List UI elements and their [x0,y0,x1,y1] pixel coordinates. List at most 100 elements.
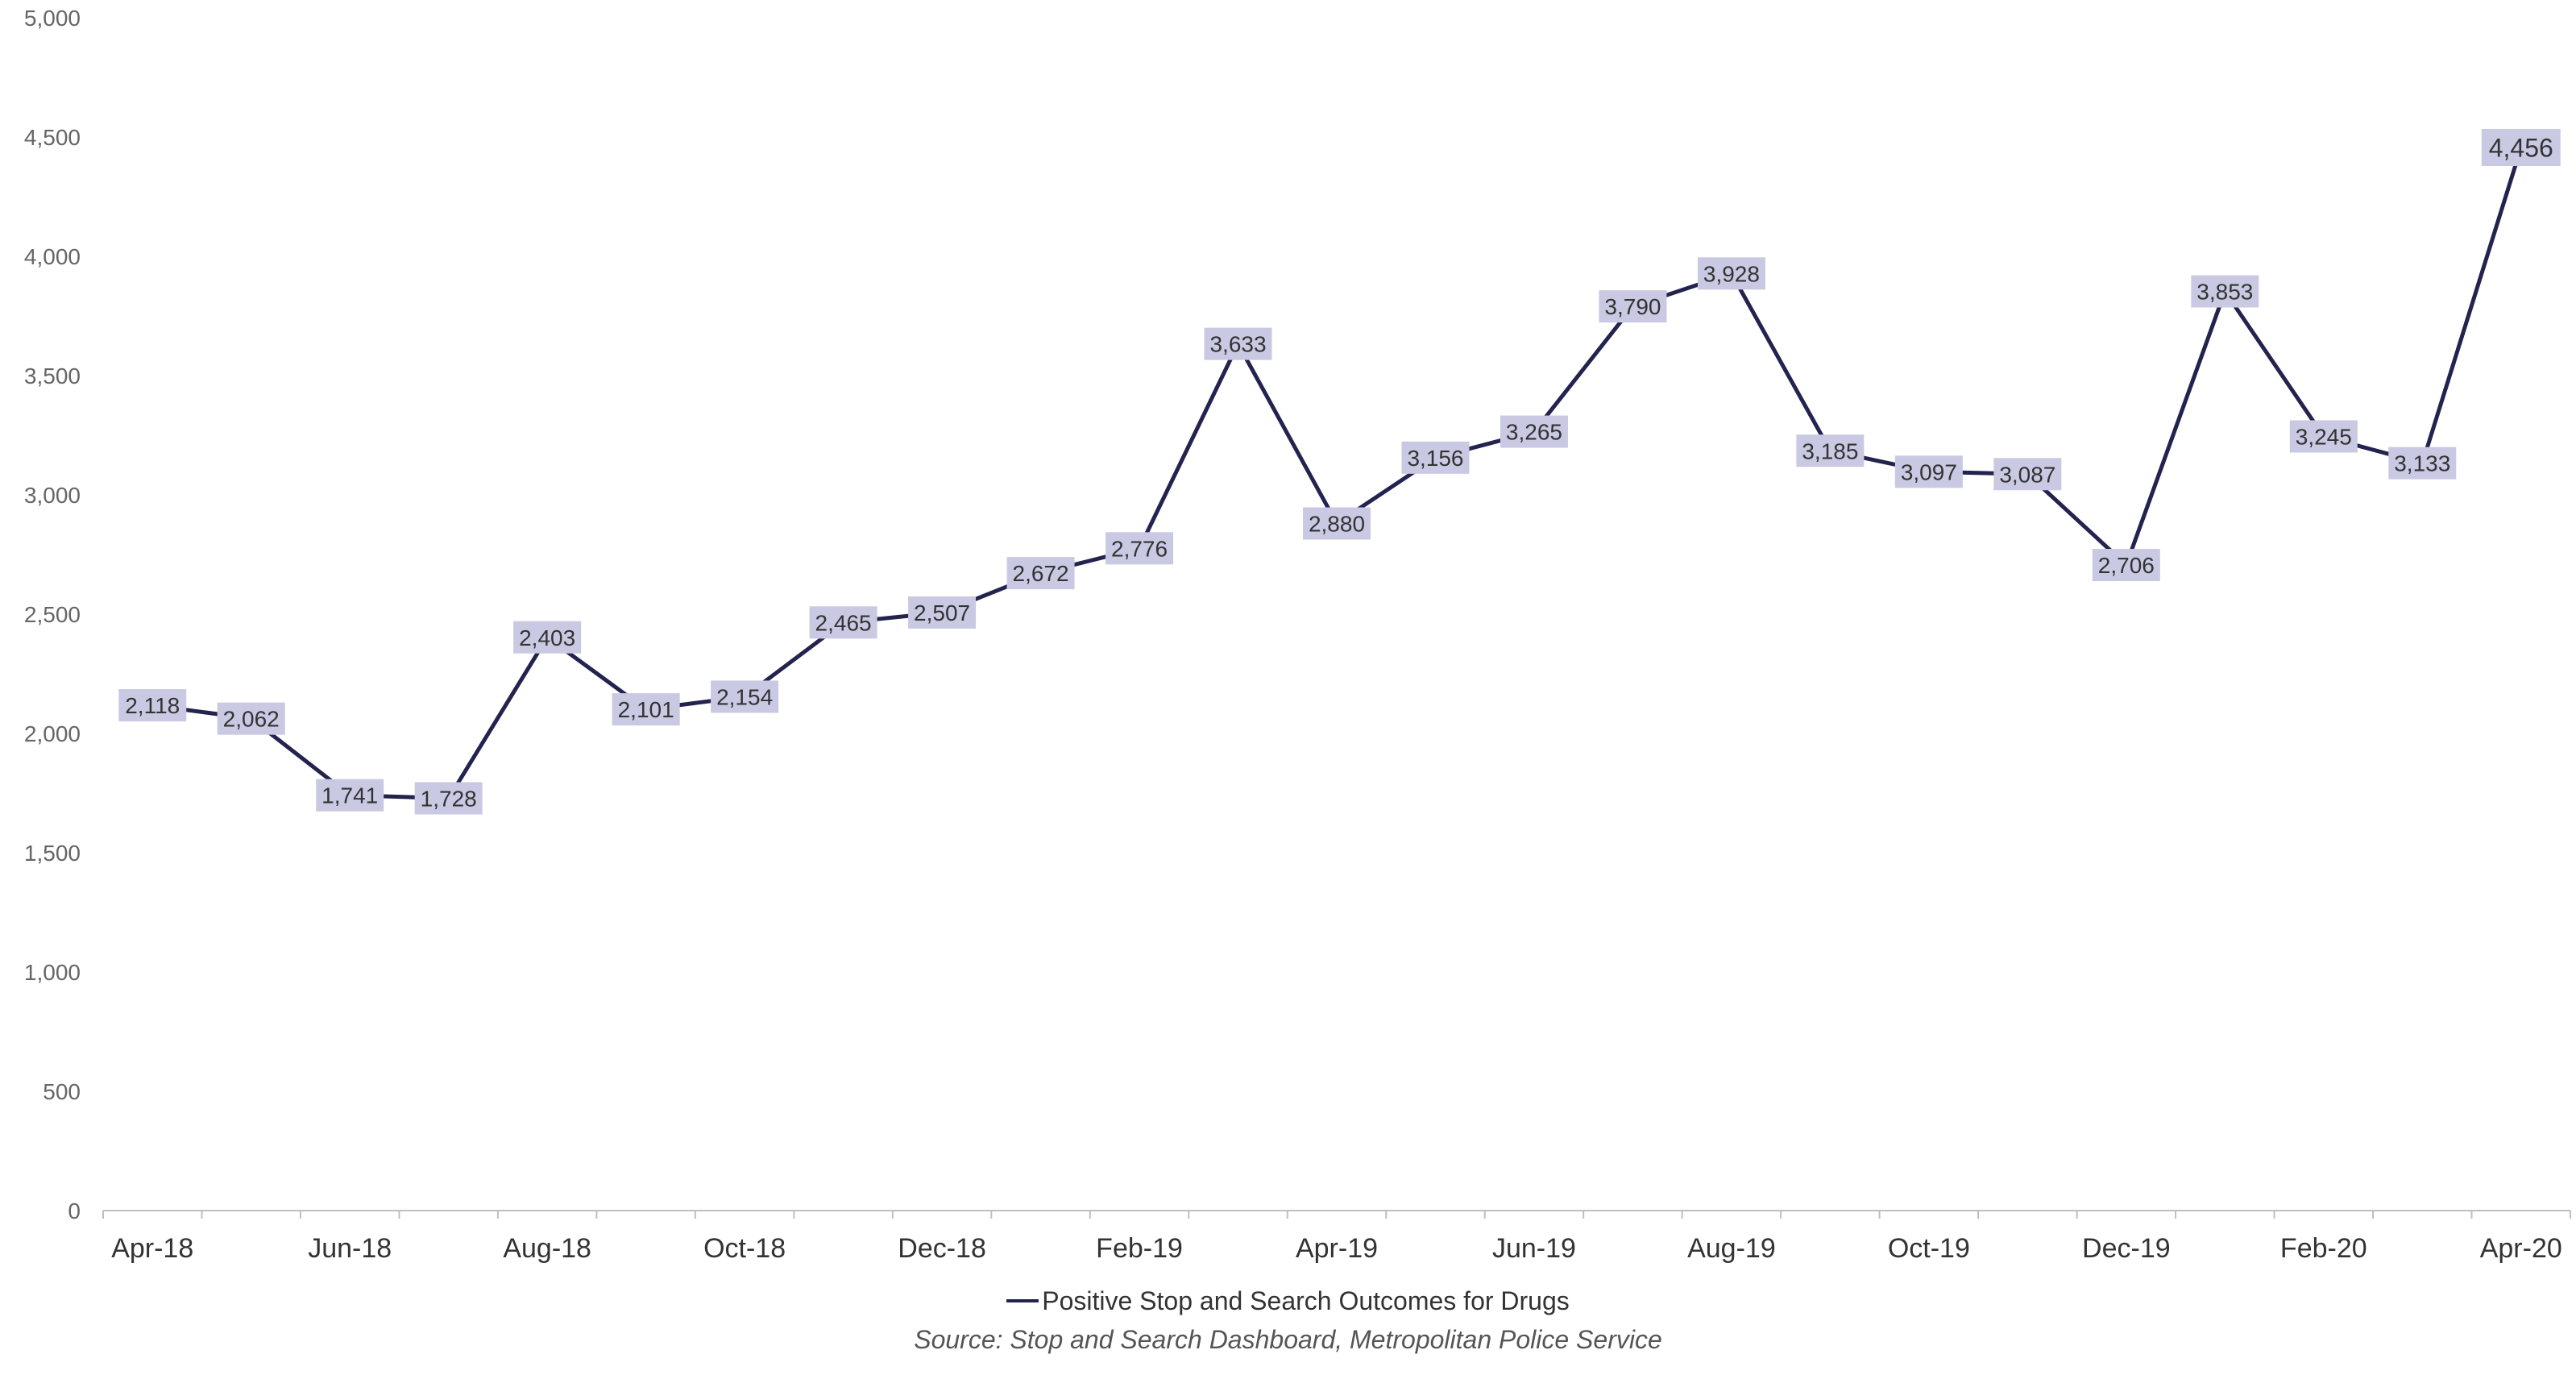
data-label-bg [809,606,877,639]
data-label: 4,456 [2489,134,2553,163]
data-label-bg [1796,434,1865,467]
data-label: 2,062 [223,707,280,732]
series-line [151,147,2524,801]
data-label-bg [513,621,582,654]
data-label-group: 1,728 [414,782,483,815]
y-tick-label: 0 [68,1198,81,1223]
x-tick-label: Jun-19 [1492,1233,1576,1264]
data-label-group: 3,928 [1697,257,1765,290]
x-tick-label: Apr-20 [2480,1233,2562,1264]
data-label: 3,156 [1407,446,1463,471]
data-label: 1,741 [321,783,378,808]
data-label: 3,087 [1999,462,2055,487]
data-label-bg [1697,257,1765,290]
data-label: 3,245 [2296,425,2352,450]
data-label-bg [1303,507,1371,540]
data-label: 2,465 [815,610,872,635]
legend: Positive Stop and Search Outcomes for Dr… [0,1286,2576,1316]
data-label-group: 3,790 [1599,290,1667,323]
y-tick-label: 3,500 [24,363,81,388]
data-label-bg [118,689,187,722]
data-label: 2,403 [519,625,575,650]
data-label-bg [2092,549,2160,582]
data-label: 2,880 [1309,512,1365,537]
data-label: 2,154 [716,684,773,709]
x-tick-label: Feb-20 [2280,1233,2367,1264]
data-label: 2,507 [914,600,970,625]
y-tick-label: 1,500 [24,841,81,866]
x-tick-label: Apr-18 [111,1233,193,1264]
data-label: 3,265 [1506,420,1562,445]
data-label-bg [1500,415,1568,448]
data-label-bg [1006,557,1075,590]
data-label: 3,133 [2394,451,2450,476]
y-tick-label: 2,000 [24,721,81,746]
data-label-group: 3,185 [1796,434,1865,467]
x-axis: Apr-18 Jun-18 Aug-18 Oct-18 Dec-18 Feb-19 Apr-… [102,1210,2571,1264]
data-label-group: 2,403 [513,621,582,654]
data-label-group: 2,101 [612,693,680,726]
x-tick-label: Dec-18 [898,1233,986,1264]
data-label-bg [1204,327,1272,360]
data-label-bg [908,596,977,629]
data-label-bg [2481,129,2561,167]
data-labels: 2,118 2,062 1,741 1,728 2,403 2,101 2,154 2,465… [118,129,2561,815]
data-label-group: 2,154 [711,680,779,713]
y-tick-label: 4,500 [24,125,81,150]
data-label-bg [1105,532,1174,565]
x-tick-label: Dec-19 [2082,1233,2171,1264]
data-label-bg [1599,290,1667,323]
data-label: 3,185 [1802,438,1858,463]
data-label-bg [316,779,384,812]
x-tick-label: Apr-19 [1296,1233,1378,1264]
data-label-bg [2289,420,2358,453]
data-label: 3,928 [1703,261,1760,286]
data-label: 1,728 [421,787,477,812]
legend-swatch [1006,1298,1039,1302]
data-label-bg [1894,455,1963,488]
data-label: 3,097 [1901,459,1957,484]
x-tick-label: Aug-19 [1687,1233,1776,1264]
data-label: 2,101 [618,697,674,722]
data-label-group: 1,741 [316,779,384,812]
data-label-bg [1401,441,1470,474]
y-tick-label: 2,500 [24,602,81,627]
y-tick-label: 1,000 [24,960,81,985]
data-label: 2,672 [1013,561,1069,586]
legend-label: Positive Stop and Search Outcomes for Dr… [1042,1286,1570,1315]
data-label-group: 3,853 [2191,275,2259,308]
data-label-bg [2388,447,2457,480]
data-label-group: 2,465 [809,606,877,639]
y-tick-label: 3,000 [24,483,81,508]
data-label-bg [1993,458,2062,491]
x-tick-label: Feb-19 [1096,1233,1183,1264]
y-axis: 0 500 1,000 1,500 2,000 2,500 3,000 3,500 4,000 4… [24,6,81,1223]
data-label-group: 2,880 [1303,507,1371,540]
series-layer [151,147,2524,801]
x-tick-label: Oct-18 [703,1233,786,1264]
data-label-group: 3,633 [1204,327,1272,360]
y-tick-label: 5,000 [24,6,81,31]
y-tick-label: 500 [43,1079,81,1104]
data-label: 2,706 [2098,553,2155,578]
data-label-bg [217,702,285,735]
data-label: 2,776 [1111,536,1168,561]
data-label-bg [414,782,483,815]
y-tick-label: 4,000 [24,244,81,269]
data-label: 3,790 [1604,294,1661,319]
data-label-group: 3,265 [1500,415,1568,448]
data-label-group: 2,062 [217,702,285,735]
data-label-bg [2191,275,2259,308]
data-label-bg [612,693,680,726]
data-label-group: 3,087 [1993,458,2062,491]
x-tick-label: Oct-19 [1888,1233,1970,1264]
data-label: 2,118 [125,693,180,718]
data-label-group: 2,776 [1105,532,1174,565]
x-tick-label: Aug-18 [503,1233,591,1264]
data-label-group: 2,672 [1006,557,1075,590]
source-note: Source: Stop and Search Dashboard, Metro… [914,1325,1662,1354]
data-label-group: 3,245 [2289,420,2358,453]
data-label-group: 2,706 [2092,549,2160,582]
data-label-group: 2,118 [118,689,187,722]
